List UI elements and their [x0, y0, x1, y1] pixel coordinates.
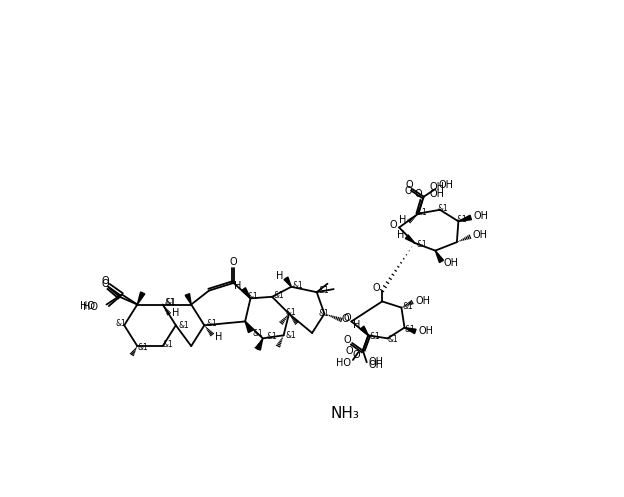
- Polygon shape: [436, 250, 444, 262]
- Polygon shape: [406, 235, 414, 243]
- Text: NH₃: NH₃: [331, 407, 359, 421]
- Text: H: H: [399, 215, 406, 225]
- Text: HO: HO: [83, 302, 98, 312]
- Text: HO: HO: [80, 301, 95, 311]
- Text: &1: &1: [273, 291, 285, 300]
- Text: &1: &1: [207, 319, 217, 328]
- Polygon shape: [241, 288, 250, 298]
- Text: &1: &1: [286, 308, 296, 317]
- Text: &1: &1: [286, 331, 296, 340]
- Text: &1: &1: [388, 335, 398, 344]
- Text: O: O: [389, 220, 397, 230]
- Text: &1: &1: [115, 319, 126, 328]
- Text: H: H: [172, 308, 179, 318]
- Text: O: O: [344, 335, 351, 345]
- Text: OH: OH: [416, 296, 431, 306]
- Text: H: H: [215, 332, 222, 342]
- Polygon shape: [245, 322, 253, 332]
- Text: &1: &1: [137, 343, 148, 352]
- Text: O: O: [345, 346, 353, 356]
- Polygon shape: [284, 277, 291, 287]
- Polygon shape: [360, 326, 368, 335]
- Text: &1: &1: [253, 329, 263, 338]
- Text: &1: &1: [248, 292, 258, 301]
- Text: OH: OH: [472, 230, 487, 240]
- Polygon shape: [404, 328, 416, 333]
- Text: OH: OH: [430, 182, 445, 192]
- Text: O: O: [341, 314, 349, 324]
- Text: OH: OH: [439, 180, 454, 190]
- Text: &1: &1: [318, 309, 329, 318]
- Text: O: O: [353, 349, 361, 359]
- Text: H: H: [276, 271, 284, 281]
- Text: H: H: [397, 230, 404, 240]
- Polygon shape: [459, 215, 471, 221]
- Text: &1: &1: [404, 325, 415, 333]
- Text: O: O: [102, 276, 110, 286]
- Text: &1: &1: [179, 321, 190, 330]
- Text: OH: OH: [444, 258, 459, 268]
- Text: OH: OH: [430, 189, 445, 199]
- Text: OH: OH: [368, 357, 383, 367]
- Text: OH: OH: [368, 360, 383, 370]
- Polygon shape: [256, 338, 263, 350]
- Text: &1: &1: [164, 299, 175, 308]
- Text: O: O: [230, 257, 237, 267]
- Text: &1: &1: [402, 302, 413, 311]
- Text: &1: &1: [318, 286, 329, 295]
- Polygon shape: [137, 292, 145, 305]
- Text: HO: HO: [336, 358, 351, 368]
- Text: &1: &1: [437, 204, 449, 213]
- Text: OH: OH: [418, 326, 433, 335]
- Text: O: O: [406, 180, 413, 190]
- Text: O: O: [344, 314, 351, 324]
- Text: &1: &1: [163, 340, 173, 349]
- Text: OH: OH: [474, 211, 489, 221]
- Text: &1: &1: [457, 215, 467, 224]
- Text: &1: &1: [292, 281, 303, 290]
- Text: O: O: [404, 185, 412, 195]
- Text: H: H: [353, 320, 361, 331]
- Text: &1: &1: [166, 299, 177, 308]
- Polygon shape: [185, 294, 191, 305]
- Text: H: H: [234, 281, 241, 291]
- Text: &1: &1: [416, 240, 427, 249]
- Text: O: O: [414, 189, 422, 199]
- Text: O: O: [102, 279, 110, 289]
- Text: &1: &1: [369, 332, 380, 341]
- Text: &1: &1: [266, 332, 278, 341]
- Text: &1: &1: [417, 208, 427, 217]
- Text: O: O: [373, 283, 380, 293]
